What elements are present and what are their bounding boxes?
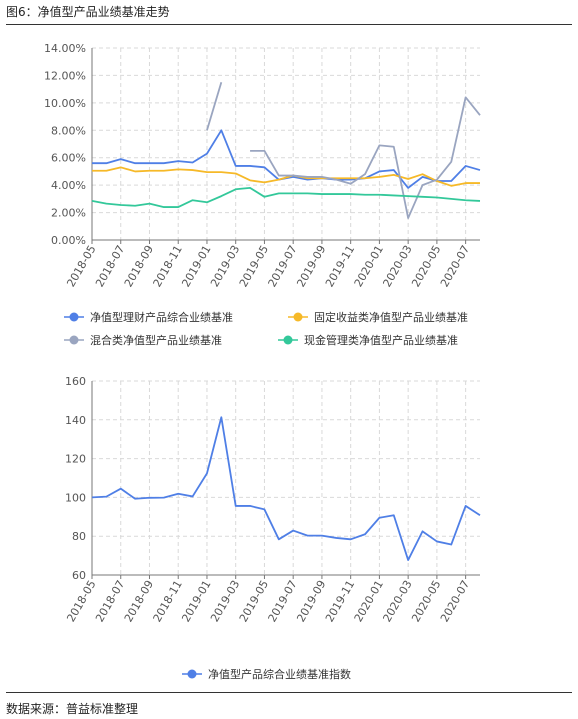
legend-marker [187,669,197,679]
series-line-1 [91,416,481,561]
legend-marker [69,335,79,345]
legend-label: 固定收益类净值型产品业绩基准 [314,310,468,324]
y-tick-label: 14.00% [44,42,86,55]
series-line-3 [250,96,481,219]
source-note: 数据来源：普益标准整理 [6,702,139,716]
top-divider [6,24,572,25]
y-tick-label: 100 [65,491,86,504]
y-tick-label: 120 [65,453,86,466]
legend-marker [293,312,303,322]
y-tick-label: 8.00% [51,124,86,137]
y-tick-label: 6.00% [51,152,86,165]
y-tick-label: 140 [65,414,86,427]
figure-title: 图6：净值型产品业绩基准走势 [6,5,170,19]
y-tick-label: 2.00% [51,207,86,220]
bottom-divider [6,692,572,693]
legend-label: 净值型理财产品综合业绩基准 [90,310,233,324]
y-tick-label: 10.00% [44,97,86,110]
y-tick-label: 160 [65,375,86,388]
legend-label: 现金管理类净值型产品业绩基准 [304,333,458,347]
y-tick-label: 60 [72,569,86,582]
legend-marker [283,335,293,345]
series-line-4 [91,186,481,208]
y-tick-label: 80 [72,530,86,543]
y-tick-label: 12.00% [44,69,86,82]
y-tick-label: 0.00% [51,234,86,247]
series-line-3 [206,82,223,131]
legend-label: 净值型产品综合业绩基准指数 [208,667,351,681]
legend-label: 混合类净值型产品业绩基准 [90,333,222,347]
series-line-2 [92,166,480,187]
y-tick-label: 4.00% [51,179,86,192]
benchmark-index-chart: 60801001201401602018-052018-072018-09201… [64,375,481,681]
benchmark-rate-chart: 0.00% 2.00% 4.00% 6.00% 8.00% 10.00% 12.00% 14.… [44,42,481,347]
legend-marker [69,312,79,322]
